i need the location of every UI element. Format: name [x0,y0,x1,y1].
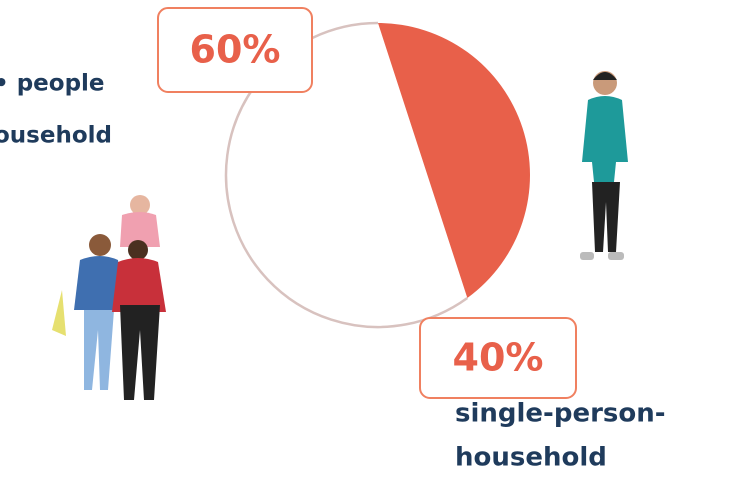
category-label: household [455,443,607,473]
value-label: 60% [190,28,281,72]
value-label-box [157,7,313,93]
value-label-box [419,317,577,399]
category-label: ousehold [0,123,112,149]
value-label: 40% [453,336,544,380]
pie-slice [378,23,530,298]
pie [224,21,530,329]
family-figure [52,195,166,400]
category-label: • people [0,71,105,97]
person-figure [580,71,628,260]
category-label: single-person- [455,399,666,429]
